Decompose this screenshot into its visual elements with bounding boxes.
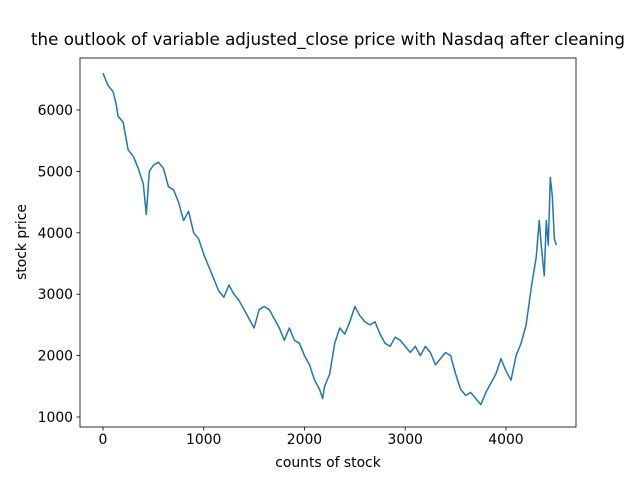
chart-title: the outlook of variable adjusted_close p… bbox=[31, 29, 625, 50]
y-tick-label: 2000 bbox=[38, 349, 73, 365]
y-tick-label: 1000 bbox=[38, 410, 73, 426]
x-tick-label: 0 bbox=[99, 432, 108, 448]
y-tick-label: 5000 bbox=[38, 164, 73, 180]
y-axis-label: stock price bbox=[14, 204, 30, 280]
x-tick-label: 1000 bbox=[186, 432, 221, 448]
y-tick-label: 6000 bbox=[38, 103, 73, 119]
x-axis-label: counts of stock bbox=[275, 455, 381, 471]
plot-frame bbox=[79, 57, 577, 428]
data-line bbox=[102, 72, 558, 406]
y-tick-label: 4000 bbox=[38, 226, 73, 242]
x-tick-label: 2000 bbox=[287, 432, 322, 448]
x-tick-label: 4000 bbox=[488, 432, 523, 448]
x-tick-label: 3000 bbox=[388, 432, 423, 448]
y-tick-label: 3000 bbox=[38, 287, 73, 303]
